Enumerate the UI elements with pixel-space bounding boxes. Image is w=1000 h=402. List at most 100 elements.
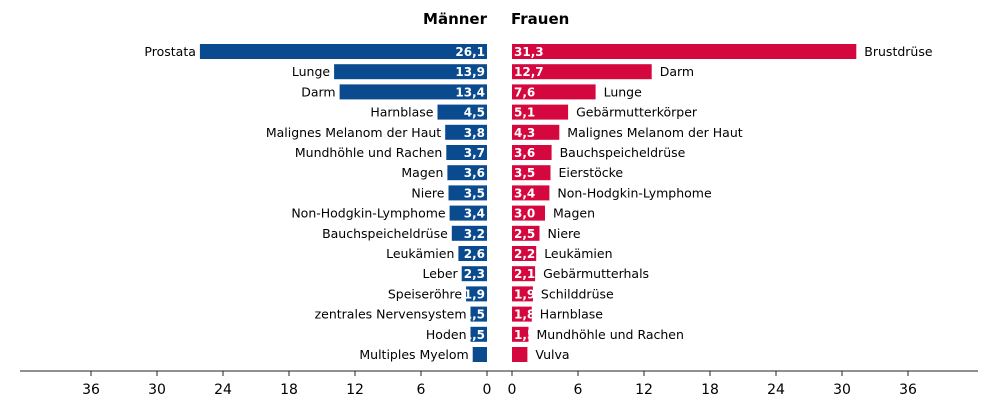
bar-men-multiples-myelom [472,347,487,362]
category-label-women-darm: Darm [660,64,694,79]
value-label-women-niere: 2,5 [514,227,535,241]
value-label-women-magen: 3,0 [514,207,535,221]
tick-label-women-30: 30 [833,382,851,398]
category-label-men-zentrales-nervensystem: zentrales Nervensystem [315,307,467,322]
value-label-men-lunge: 13,9 [455,65,485,79]
bar-women-bauchspeicheldruese [512,145,552,160]
bar-women-magen [512,205,545,221]
tick-label-men-12: 12 [346,382,364,398]
bar-men-darm [339,84,487,100]
bar-men-lunge [334,64,487,80]
category-label-men-leukaemien: Leukämien [386,246,454,261]
value-label-women-schilddruese: 1,9 [514,287,535,301]
women-panel-header: Frauen [511,10,569,28]
bar-women-malignes-melanom-der-haut [512,124,560,140]
tick-label-men-0: 0 [483,382,492,398]
tick-label-women-36: 36 [899,382,917,398]
value-label-men-mundhoehle-und-rachen: 3,7 [464,146,485,160]
bar-men-prostata [199,44,487,59]
bar-women-vulva [512,347,528,362]
category-label-women-leukaemien: Leukämien [544,246,612,261]
bar-men-speiseroehre [466,286,487,302]
bar-women-mundhoehle-und-rachen [512,326,529,342]
bar-women-gebaermutterhals [512,266,536,282]
category-label-men-prostata: Prostata [144,44,195,59]
value-label-women-leukaemien: 2,2 [514,247,535,261]
value-label-women-non-hodgkin-lymphome: 3,4 [514,186,535,200]
value-label-women-gebaermutterhals: 2,1 [514,267,535,281]
value-label-women-eierstoecke: 3,5 [514,166,535,180]
bar-women-leukaemien [512,246,537,261]
value-label-men-niere: 3,5 [464,186,485,200]
x-axis: 36 30 24 18 12 6 0 0 6 12 18 24 30 36 [20,370,978,398]
value-label-women-mundhoehle-und-rachen: 1,5 [514,328,535,342]
bar-men-niere [448,185,487,201]
category-label-men-leber: Leber [422,266,458,281]
category-label-women-non-hodgkin-lymphome: Non-Hodgkin-Lymphome [557,185,712,200]
bar-women-lunge [512,84,596,100]
tick-label-men-30: 30 [148,382,166,398]
value-label-men-harnblase: 4,5 [464,106,485,120]
tick-label-men-36: 36 [82,382,100,398]
category-label-men-multiples-myelom: Multiples Myelom [359,347,468,362]
bar-men-magen [447,165,487,181]
value-label-women-bauchspeicheldruese: 3,6 [514,146,535,160]
bar-men-non-hodgkin-lymphome [449,205,487,221]
bar-women-harnblase [512,306,532,322]
category-label-women-vulva: Vulva [535,347,569,362]
tick-label-women-6: 6 [574,382,583,398]
bar-men-leber [461,266,487,282]
bar-women-niere [512,225,540,241]
category-label-women-lunge: Lunge [604,84,643,99]
value-label-women-gebaermutterkoerper: 5,1 [514,106,535,120]
category-label-men-hoden: Hoden [426,327,467,342]
category-label-women-eierstoecke: Eierstöcke [559,165,624,180]
tick-label-women-0: 0 [508,382,517,398]
bar-men-bauchspeicheldruese [451,225,487,241]
value-label-men-malignes-melanom-der-haut: 3,8 [464,126,485,140]
category-label-women-harnblase: Harnblase [540,307,603,322]
category-label-women-malignes-melanom-der-haut: Malignes Melanom der Haut [567,125,742,140]
category-label-women-gebaermutterhals: Gebärmutterhals [543,266,649,281]
bar-women-gebaermutterkoerper [512,104,569,120]
category-label-men-speiseroehre: Speiseröhre [388,286,463,301]
men-bars: 26,1 Prostata 13,9 Lunge 13,4 Darm 4,5 Harnblas… [144,44,487,362]
bar-men-harnblase [437,104,487,120]
value-label-men-prostata: 26,1 [455,45,485,59]
bar-women-schilddruese [512,286,533,302]
category-label-men-mundhoehle-und-rachen: Mundhöhle und Rachen [295,145,442,160]
tick-label-women-18: 18 [701,382,719,398]
bar-men-zentrales-nervensystem [470,306,487,322]
category-label-women-bauchspeicheldruese: Bauchspeicheldrüse [560,145,686,160]
bar-women-eierstoecke [512,165,551,181]
value-label-men-bauchspeicheldruese: 3,2 [464,227,485,241]
category-label-men-malignes-melanom-der-haut: Malignes Melanom der Haut [266,125,441,140]
tick-label-women-24: 24 [767,382,785,398]
category-label-women-schilddruese: Schilddrüse [541,286,614,301]
category-label-men-bauchspeicheldruese: Bauchspeicheldrüse [322,226,448,241]
value-label-men-darm: 13,4 [455,85,485,99]
value-label-men-magen: 3,6 [464,166,485,180]
value-label-men-leukaemien: 2,6 [464,247,485,261]
category-label-men-lunge: Lunge [292,64,331,79]
value-label-women-darm: 12,7 [514,65,544,79]
bar-men-mundhoehle-und-rachen [446,145,487,160]
value-label-men-zentrales-nervensystem: 1,5 [464,308,485,322]
category-label-women-magen: Magen [553,206,595,221]
category-label-women-niere: Niere [548,226,581,241]
category-label-men-non-hodgkin-lymphome: Non-Hodgkin-Lymphome [291,206,446,221]
value-label-women-lunge: 7,6 [514,85,535,99]
bar-women-darm [512,64,652,80]
tick-label-men-6: 6 [417,382,426,398]
bar-women-brustdruese [512,44,857,59]
men-panel-header: Männer [423,10,488,28]
women-bars: 31,3 Brustdrüse 12,7 Darm 7,6 Lunge 5,1 Gebärmu… [512,44,933,362]
category-label-women-gebaermutterkoerper: Gebärmutterkörper [576,105,698,120]
value-label-men-leber: 2,3 [464,267,485,281]
bar-men-hoden [470,326,487,342]
value-label-women-harnblase: 1,8 [514,308,535,322]
value-label-men-speiseroehre: 1,9 [464,287,485,301]
value-label-women-brustdruese: 31,3 [514,45,544,59]
value-label-men-non-hodgkin-lymphome: 3,4 [464,207,485,221]
